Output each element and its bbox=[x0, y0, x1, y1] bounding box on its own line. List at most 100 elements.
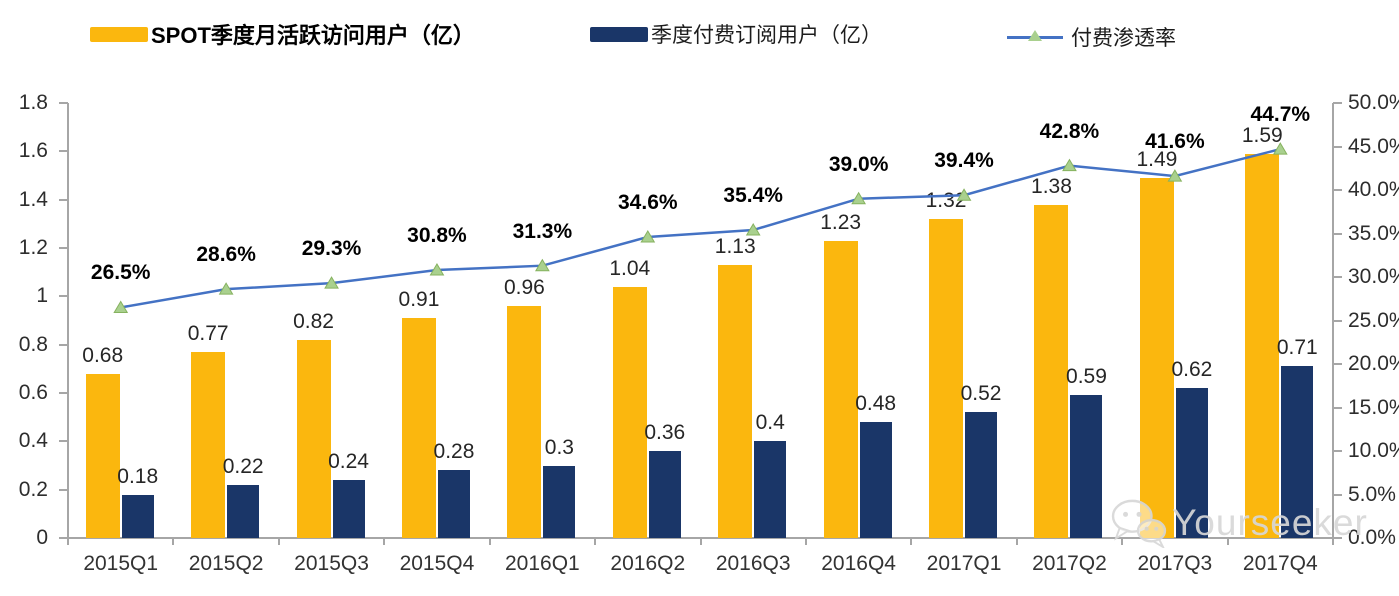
left-axis-tick-label: 1.2 bbox=[18, 236, 48, 259]
x-axis-category-label: 2016Q4 bbox=[821, 552, 896, 575]
left-axis-tick bbox=[59, 440, 68, 443]
x-axis-tick bbox=[1332, 538, 1334, 545]
right-axis-tick-label: 45.0% bbox=[1348, 134, 1399, 158]
right-axis-tick-label: 0.0% bbox=[1348, 526, 1396, 549]
x-axis-tick bbox=[383, 538, 386, 545]
bar-mau bbox=[823, 240, 858, 538]
mau-value-label: 1.32 bbox=[925, 189, 967, 212]
right-axis-tick-label: 5.0% bbox=[1348, 482, 1396, 506]
left-axis-tick bbox=[59, 295, 68, 298]
right-axis-tick-label: 10.0% bbox=[1348, 439, 1399, 462]
x-axis-category-label: 2015Q3 bbox=[294, 552, 369, 575]
mau-value-label: 0.68 bbox=[82, 343, 124, 367]
mau-value-label: 1.59 bbox=[1241, 123, 1283, 147]
right-axis-tick-label: 15.0% bbox=[1348, 395, 1399, 419]
penetration-value-label: 41.6% bbox=[1145, 130, 1205, 154]
left-axis-tick-label: 0.6 bbox=[18, 381, 48, 404]
bar-mau bbox=[929, 219, 964, 538]
triangle-marker-icon bbox=[1028, 29, 1042, 41]
x-axis-tick bbox=[488, 538, 491, 545]
bar-subscribers bbox=[543, 465, 576, 538]
right-axis-tick bbox=[1333, 276, 1342, 278]
x-axis-category-label: 2016Q2 bbox=[610, 552, 686, 575]
mau-value-label: 1.04 bbox=[609, 256, 651, 280]
penetration-value-label: 39.4% bbox=[934, 149, 994, 173]
x-axis-tick bbox=[1226, 538, 1229, 545]
mau-value-label: 0.82 bbox=[293, 309, 334, 333]
bar-subscribers bbox=[965, 412, 998, 538]
subscribers-value-label: 0.28 bbox=[433, 440, 475, 464]
x-axis-category-label: 2017Q2 bbox=[1032, 552, 1107, 575]
x-axis-tick bbox=[910, 538, 913, 545]
left-axis-tick-label: 1.4 bbox=[18, 187, 48, 211]
x-axis-category-label: 2015Q2 bbox=[188, 552, 264, 575]
left-axis-tick-label: 0.8 bbox=[18, 332, 48, 356]
subscribers-value-label: 0.71 bbox=[1276, 336, 1318, 360]
left-axis-tick-label: 0 bbox=[36, 526, 48, 549]
bar-mau bbox=[401, 318, 436, 538]
right-axis-tick-label: 25.0% bbox=[1348, 308, 1399, 332]
penetration-value-label: 29.3% bbox=[301, 237, 362, 261]
x-axis-tick bbox=[804, 538, 807, 545]
mau-value-label: 0.96 bbox=[503, 276, 545, 299]
bar-mau bbox=[718, 264, 753, 538]
right-axis-tick bbox=[1333, 145, 1342, 148]
penetration-value-label: 34.6% bbox=[618, 190, 678, 214]
x-axis-category-label: 2017Q1 bbox=[926, 552, 1002, 575]
penetration-value-label: 26.5% bbox=[90, 261, 151, 285]
right-axis-tick-label: 35.0% bbox=[1348, 221, 1399, 245]
right-axis-tick bbox=[1333, 537, 1342, 539]
penetration-value-label: 39.0% bbox=[828, 152, 889, 176]
right-axis-tick-label: 40.0% bbox=[1348, 178, 1399, 201]
x-axis-tick bbox=[1121, 538, 1124, 545]
x-axis-tick bbox=[594, 538, 597, 545]
right-axis-tick bbox=[1333, 232, 1342, 235]
bar-subscribers bbox=[227, 484, 260, 538]
subscribers-value-label: 0.22 bbox=[222, 454, 264, 478]
x-axis-category-label: 2017Q3 bbox=[1137, 552, 1213, 575]
penetration-value-label: 35.4% bbox=[723, 184, 783, 208]
penetration-value-label: 42.8% bbox=[1039, 119, 1100, 143]
left-axis-tick-label: 0.4 bbox=[18, 429, 48, 453]
x-axis-tick bbox=[699, 538, 702, 545]
right-axis-tick-label: 30.0% bbox=[1348, 265, 1399, 288]
watermark-text: Yourseeker bbox=[1172, 502, 1368, 543]
left-axis-tick bbox=[59, 247, 68, 249]
subscribers-value-label: 0.62 bbox=[1171, 358, 1213, 382]
right-axis-tick bbox=[1333, 406, 1342, 409]
x-axis-tick bbox=[277, 538, 280, 545]
left-axis-tick bbox=[59, 488, 68, 491]
right-axis-tick-label: 50.0% bbox=[1348, 91, 1399, 114]
x-axis-category-label: 2016Q1 bbox=[505, 552, 580, 575]
subscribers-value-label: 0.48 bbox=[855, 392, 897, 415]
x-axis-category-label: 2017Q4 bbox=[1242, 552, 1318, 575]
right-axis-tick bbox=[1333, 102, 1342, 104]
penetration-value-label: 30.8% bbox=[407, 224, 467, 248]
legend-item-subscribers: 季度付费订阅用户（亿） bbox=[590, 19, 882, 49]
legend-item-mau: SPOT季度月活跃访问用户（亿） bbox=[90, 18, 475, 50]
watermark: Yourseeker bbox=[1110, 498, 1368, 548]
mau-value-label: 1.38 bbox=[1031, 174, 1072, 198]
bar-subscribers bbox=[859, 422, 892, 538]
subscribers-value-label: 0.52 bbox=[960, 382, 1002, 406]
mau-value-label: 0.91 bbox=[398, 288, 440, 312]
subscribers-value-label: 0.59 bbox=[1066, 365, 1107, 389]
mau-value-label: 0.77 bbox=[187, 321, 229, 345]
penetration-value-label: 44.7% bbox=[1250, 103, 1311, 127]
mau-value-label: 1.23 bbox=[820, 210, 862, 234]
bar-subscribers bbox=[648, 451, 681, 538]
subscribers-value-label: 0.36 bbox=[644, 421, 686, 444]
x-axis-category-label: 2015Q1 bbox=[83, 552, 159, 575]
bar-subscribers bbox=[332, 480, 365, 538]
bar-subscribers bbox=[1070, 395, 1103, 538]
penetration-value-label: 31.3% bbox=[512, 219, 573, 243]
bar-mau bbox=[507, 306, 542, 538]
bar-mau bbox=[85, 373, 120, 538]
left-axis-tick bbox=[59, 150, 68, 153]
left-axis-tick bbox=[59, 343, 68, 346]
legend-item-penetration: 付费渗透率 bbox=[1007, 22, 1176, 52]
subscribers-value-label: 0.18 bbox=[117, 464, 159, 488]
x-axis-tick bbox=[1015, 538, 1018, 545]
right-axis-tick bbox=[1333, 363, 1342, 365]
